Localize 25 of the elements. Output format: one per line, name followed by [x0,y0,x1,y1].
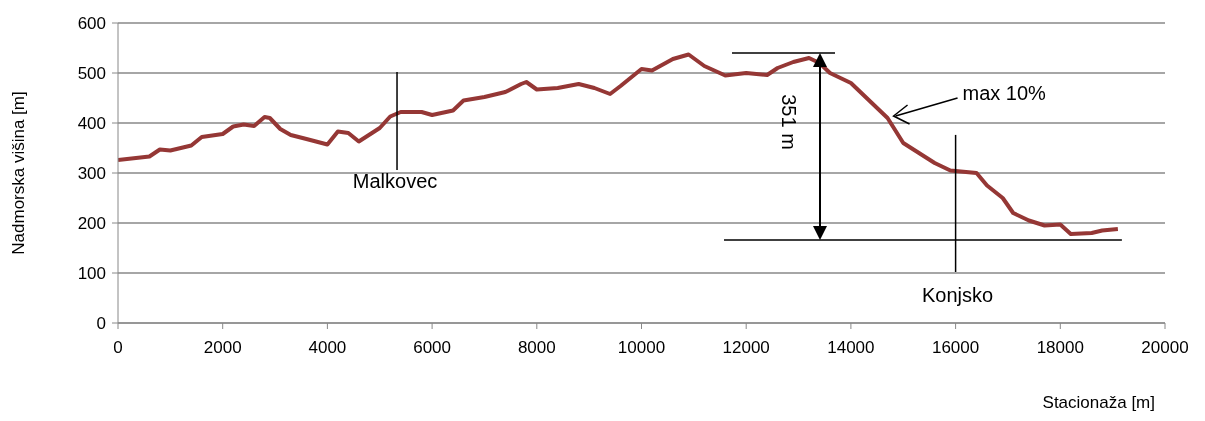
line-series [118,52,1120,236]
annotation: 351 m [778,94,801,150]
y-tick-label: 400 [77,114,106,134]
x-tick-label: 2000 [203,338,242,358]
x-tick-label: 16000 [931,338,980,358]
x-tick-label: 14000 [827,338,875,358]
x-tick-label: 6000 [413,338,452,358]
annotation: Konjsko [922,284,994,306]
x-tick-label: 18000 [1036,338,1084,358]
x-tick-label: 10000 [617,338,666,358]
x-tick-label: 20000 [1141,338,1189,358]
x-tick-label: 8000 [517,338,556,358]
y-tick-label: 300 [77,164,106,184]
x-axis-title: Stacionaža [m] [1042,393,1155,412]
x-tick-label: 12000 [722,338,770,358]
y-tick-label: 100 [77,264,106,284]
y-tick-label: 200 [77,214,106,234]
y-tick-label: 500 [77,64,106,84]
annotation: max 10% [962,82,1047,104]
y-tick-label: 0 [96,314,106,334]
y-axis-title: Nadmorska višina [m] [9,91,29,255]
annotation: Malkovec [352,170,438,192]
x-tick-label: 0 [113,338,123,358]
y-tick-label: 600 [77,14,106,34]
x-tick-label: 4000 [308,338,347,358]
